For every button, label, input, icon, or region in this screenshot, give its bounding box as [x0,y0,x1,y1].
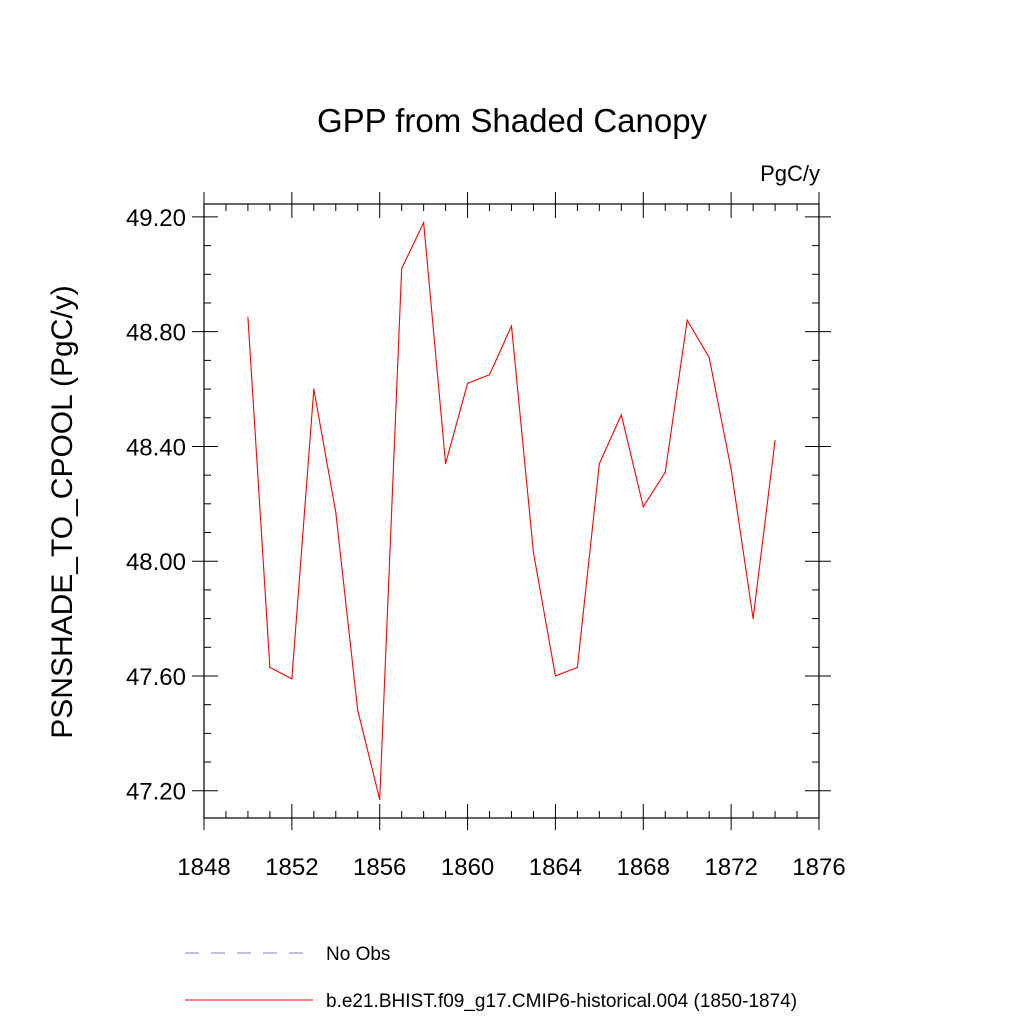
data-point [379,798,381,800]
data-point [247,316,249,318]
data-point [291,678,293,680]
data-point [774,440,776,442]
data-point [510,325,513,327]
data-point [708,356,710,359]
y-tick-label: 48.40 [126,434,186,461]
legend: No Obs b.e21.BHIST.f09_g17.CMIP6-historic… [185,944,797,1012]
data-point [357,709,359,712]
data-point [664,471,666,473]
x-tick-label: 1868 [617,854,670,881]
data-point [598,463,600,465]
y-tick-label: 48.80 [126,320,186,347]
chart-title: GPP from Shaded Canopy [317,102,708,139]
data-point [576,666,578,668]
y-axis-label: PSNSHADE_TO_CPOOL (PgC/y) [46,285,79,738]
x-tick-label: 1848 [177,854,230,881]
data-point [554,675,557,677]
x-tick-label: 1852 [265,854,318,881]
x-tick-label: 1876 [792,854,845,881]
data-point [642,506,644,508]
data-point [686,319,688,321]
minor-ticks [204,204,819,818]
data-point [313,388,315,390]
data-point [730,468,732,470]
data-point [532,552,535,554]
data-point [752,617,754,620]
data-point [401,267,403,270]
data-point [423,222,425,224]
data-point [445,463,447,465]
data-point [466,382,469,384]
data-point [620,414,622,416]
y-tick-label: 48.00 [126,549,186,576]
series-line [247,220,776,800]
y-tick-labels: 47.20 47.60 48.00 48.40 48.80 49.20 [126,205,186,806]
major-ticks [192,192,831,830]
series-layer [247,220,776,800]
y-tick-label: 47.60 [126,664,186,691]
x-tick-label: 1864 [529,854,582,881]
x-tick-label: 1856 [353,854,406,881]
legend-label: b.e21.BHIST.f09_g17.CMIP6-historical.004… [326,991,797,1012]
data-point [269,666,271,668]
legend-label: No Obs [326,944,390,965]
data-point [488,374,491,376]
y-tick-label: 47.20 [126,779,186,806]
data-point [335,511,337,514]
x-tick-label: 1872 [704,854,757,881]
x-tick-labels: 1848 1852 1856 1860 1864 1868 1872 1876 [177,854,845,881]
units-label: PgC/y [760,161,820,186]
y-tick-label: 49.20 [126,205,186,232]
plot-frame [203,203,820,819]
x-tick-label: 1860 [441,854,494,881]
